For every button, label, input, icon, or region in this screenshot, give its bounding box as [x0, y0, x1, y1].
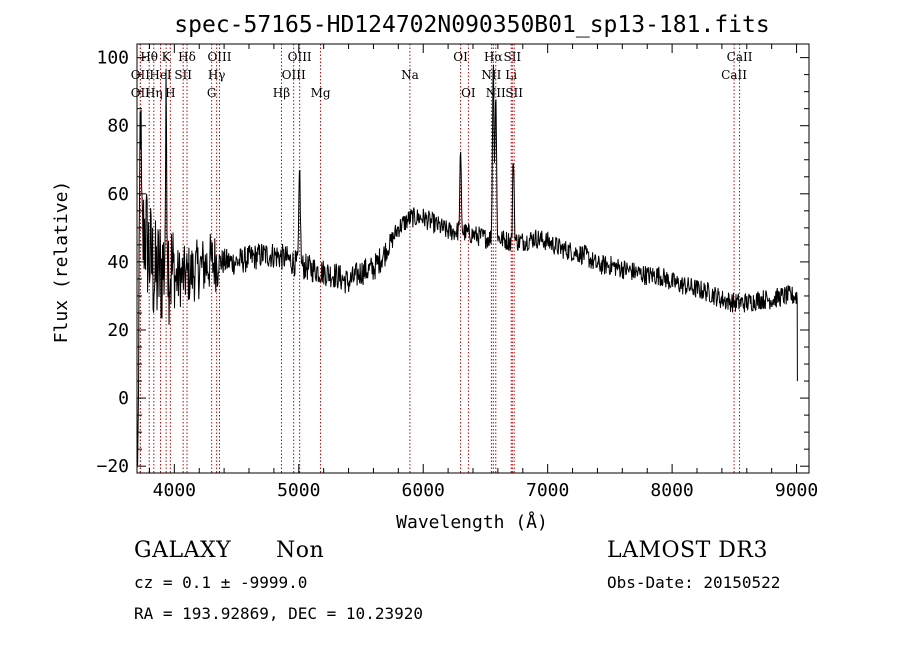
coords-text: RA = 193.92869, DEC = 10.23920	[134, 604, 423, 623]
line-label: H	[165, 86, 175, 100]
line-label: HeI	[149, 68, 172, 82]
redshift-text: cz = 0.1 ± -9999.0	[134, 573, 308, 592]
line-label: NII	[481, 68, 501, 82]
y-tick-label: 80	[107, 116, 129, 137]
line-label: SII	[503, 50, 521, 64]
x-tick-label: 7000	[526, 480, 569, 501]
y-tick-label: 100	[96, 48, 129, 69]
line-label: SII	[505, 86, 523, 100]
line-label: OIII	[282, 68, 306, 82]
plot-frame	[136, 43, 810, 474]
line-label: OII	[131, 86, 151, 100]
x-tick-label: 4000	[153, 480, 196, 501]
survey-name: LAMOST DR3	[607, 538, 768, 563]
line-label: OIII	[288, 50, 312, 64]
x-tick-label: 9000	[775, 480, 818, 501]
line-label: K	[162, 50, 172, 64]
line-label: CaII	[721, 68, 747, 82]
line-label: Hδ	[178, 50, 196, 64]
line-label: OIII	[207, 50, 231, 64]
line-label: Hβ	[273, 86, 290, 100]
line-label: Hα	[484, 50, 503, 64]
line-label: OI	[461, 86, 476, 100]
x-axis-label: Wavelength (Å)	[396, 511, 548, 533]
object-class: GALAXY	[134, 538, 232, 563]
line-label-layer: OIIOIIHθHηHeIKHSIIHδGHγOIIIHβOIIIOIIIMgN…	[131, 50, 753, 100]
x-tick-label: 5000	[277, 480, 320, 501]
line-label: CaII	[727, 50, 753, 64]
spectrum-line	[137, 64, 798, 467]
line-label: OI	[453, 50, 468, 64]
y-axis-label: Flux (relative)	[51, 181, 72, 344]
x-tick-label: 6000	[402, 480, 445, 501]
line-label: Hη	[145, 86, 163, 100]
x-tick-label: 8000	[650, 480, 693, 501]
obs-date-text: Obs-Date: 20150522	[607, 573, 781, 592]
line-label: Mg	[311, 86, 331, 100]
y-tick-label: 0	[118, 388, 129, 409]
line-label: NII	[486, 86, 506, 100]
y-tick-label: −20	[96, 456, 129, 477]
y-tick-label: 20	[107, 320, 129, 341]
line-label: Hθ	[140, 50, 158, 64]
line-label: SII	[174, 68, 192, 82]
line-label: Li	[505, 68, 517, 82]
x-axis-ticks: 4000 5000 6000 7000 8000 9000	[148, 44, 818, 501]
line-label: Na	[401, 68, 419, 82]
y-axis-ticks: −20 0 20 40 60 80 100	[96, 48, 809, 477]
line-label: G	[207, 86, 217, 100]
object-subclass: Non	[276, 538, 325, 563]
line-label: Hγ	[208, 68, 226, 82]
y-tick-label: 60	[107, 184, 129, 205]
y-tick-label: 40	[107, 252, 129, 273]
chart-title: spec-57165-HD124702N090350B01_sp13-181.f…	[174, 12, 769, 38]
